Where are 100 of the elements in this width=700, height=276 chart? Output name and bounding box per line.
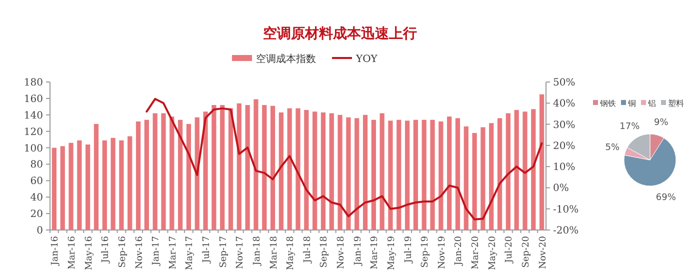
data-label: 9% <box>654 118 669 128</box>
x-tick-label: Jul-18 <box>302 236 313 264</box>
bar <box>94 124 99 230</box>
bar <box>220 105 225 230</box>
x-tick-label: May-19 <box>386 236 397 270</box>
bar <box>236 103 242 230</box>
y-tick-label: 80 <box>30 160 43 171</box>
bar <box>404 120 410 230</box>
bar <box>203 112 208 230</box>
legend-label: 铜 <box>627 99 636 108</box>
y-tick-label: 120 <box>24 126 43 138</box>
bar <box>320 112 326 230</box>
bar <box>497 118 502 230</box>
y2-tick-label: 20% <box>553 140 576 152</box>
x-tick-label: Jan-19 <box>353 236 364 266</box>
bar <box>86 144 90 230</box>
y2-tick-label: 40% <box>553 98 576 110</box>
bar <box>489 123 494 230</box>
bar <box>128 136 132 230</box>
x-tick-label: Sep-18 <box>320 236 330 268</box>
x-tick-label: Mar-20 <box>471 236 482 270</box>
bar <box>346 117 351 230</box>
y2-tick-label: -10% <box>553 204 579 216</box>
y-tick-label: 180 <box>24 78 43 88</box>
y2-tick-label: 10% <box>553 162 576 174</box>
y-tick-label: 40 <box>30 192 43 204</box>
bar <box>422 120 426 230</box>
bar <box>413 120 418 230</box>
y-tick-label: 100 <box>24 143 43 154</box>
x-tick-label: Jan-20 <box>454 236 464 266</box>
bar <box>338 114 342 230</box>
bar <box>186 124 192 230</box>
bar <box>68 142 74 230</box>
x-tick-label: Mar-19 <box>370 236 380 270</box>
x-tick-label: Jul-17 <box>202 236 212 264</box>
x-tick-label: Sep-19 <box>420 236 431 268</box>
y-tick-label: 60 <box>30 176 43 188</box>
bar <box>480 127 486 230</box>
bar <box>296 108 300 230</box>
legend-label: 钢铁 <box>599 99 616 108</box>
x-tick-label: Jan-17 <box>152 236 162 266</box>
bar <box>464 126 468 230</box>
x-tick-label: Sep-20 <box>521 236 532 268</box>
bar <box>396 120 402 230</box>
bar <box>287 108 292 230</box>
x-tick-label: Sep-17 <box>218 236 229 268</box>
bar <box>245 105 250 230</box>
bar <box>514 110 519 230</box>
bar <box>354 118 360 230</box>
data-label: 69% <box>656 193 676 204</box>
bar <box>312 112 318 230</box>
x-tick-label: Mar-18 <box>269 236 280 270</box>
bar <box>270 106 276 230</box>
bar <box>472 132 477 230</box>
bar <box>455 118 460 230</box>
pie-slice <box>624 138 676 186</box>
y2-tick-label: 0% <box>553 183 569 194</box>
x-tick-label: Jul-20 <box>504 236 515 264</box>
bar <box>506 113 510 230</box>
data-label: 5% <box>605 142 620 153</box>
bar <box>262 105 267 230</box>
y2-tick-label: 30% <box>553 120 576 131</box>
bar <box>278 112 284 230</box>
bar <box>430 120 435 230</box>
bar <box>438 121 444 230</box>
x-tick-label: Nov-19 <box>437 236 448 269</box>
x-tick-label: Mar-17 <box>168 236 178 270</box>
bar <box>388 120 393 230</box>
bar <box>170 116 174 230</box>
legend-label: YOY <box>355 54 378 65</box>
bar <box>212 105 216 230</box>
bar <box>380 113 384 230</box>
bar <box>254 99 258 230</box>
x-tick-label: Jul-16 <box>101 236 112 264</box>
x-tick-label: Jan-16 <box>50 236 61 266</box>
bar <box>329 113 334 230</box>
x-tick-label: May-17 <box>185 236 196 270</box>
bar <box>228 108 234 230</box>
bar <box>60 146 65 230</box>
line-series <box>146 98 543 220</box>
bar <box>362 114 368 230</box>
legend-label: 铝 <box>647 99 656 108</box>
y-tick-label: 20 <box>30 209 43 220</box>
bar <box>119 140 124 230</box>
bar <box>447 116 452 230</box>
legend-label: 空调成本指数 <box>256 53 316 65</box>
bar <box>52 148 57 230</box>
x-tick-label: Nov-20 <box>538 236 548 269</box>
data-label: 17% <box>620 122 640 132</box>
y-tick-label: 0 <box>36 226 43 236</box>
y-tick-label: 140 <box>24 110 43 122</box>
bar <box>539 94 544 230</box>
bar <box>161 113 166 230</box>
bar <box>136 121 141 230</box>
x-tick-label: Nov-18 <box>336 236 347 269</box>
x-tick-label: Nov-17 <box>236 236 246 269</box>
x-tick-label: Jan-18 <box>252 236 262 266</box>
x-tick-label: May-20 <box>488 236 498 270</box>
y2-tick-label: 50% <box>553 78 576 88</box>
bar <box>152 113 158 230</box>
